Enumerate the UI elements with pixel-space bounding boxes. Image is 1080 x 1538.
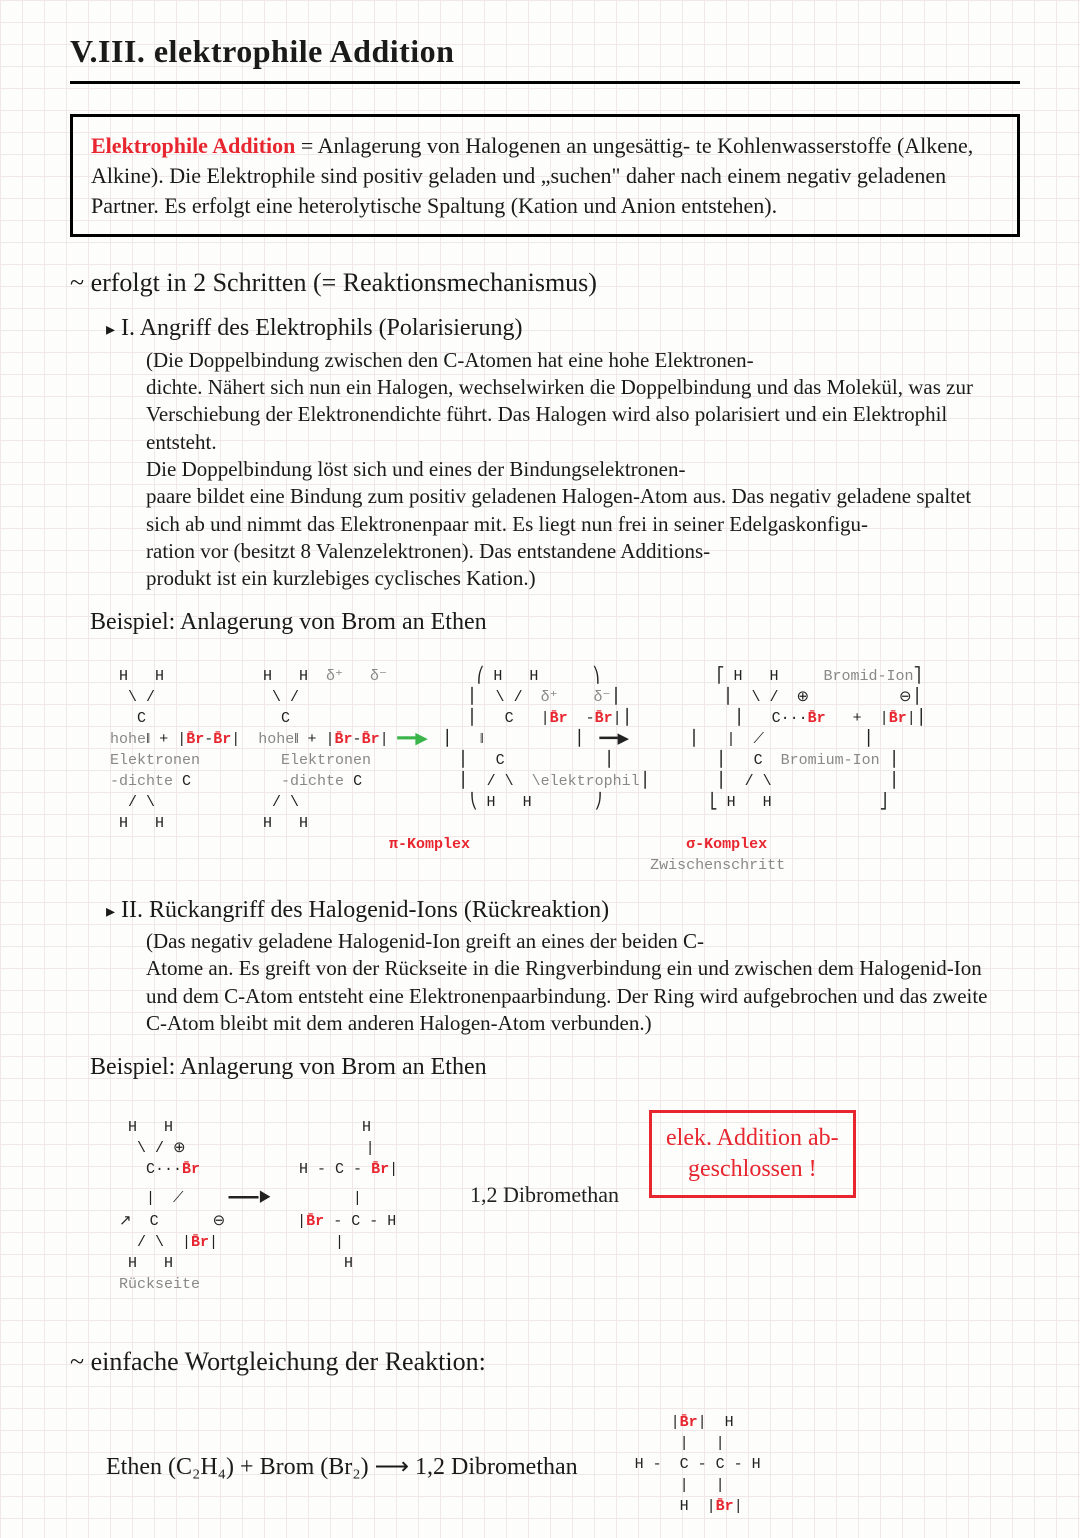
chapter-title: elektrophile Addition bbox=[154, 33, 455, 69]
product-name: 1,2 Dibromethan bbox=[470, 1182, 619, 1207]
definition-term: Elektrophile Addition bbox=[91, 133, 295, 158]
rueckseite-label: Rückseite bbox=[119, 1276, 200, 1293]
finished-box: elek. Addition ab- geschlossen ! bbox=[649, 1110, 856, 1198]
title-underline bbox=[70, 81, 1020, 84]
word-eq-intro: ~ einfache Wortgleichung der Reaktion: bbox=[70, 1344, 1020, 1379]
example1-heading: Beispiel: Anlagerung von Brom an Ethen bbox=[90, 606, 1020, 638]
step1-title: I. Angriff des Elektrophils (Polarisieru… bbox=[121, 315, 522, 341]
page-title: V.III. elektrophile Addition bbox=[70, 30, 1020, 73]
example2-heading: Beispiel: Anlagerung von Brom an Ethen bbox=[90, 1051, 1020, 1083]
step2-heading: ▸II. Rückangriff des Halogenid-Ions (Rüc… bbox=[106, 894, 1020, 926]
bullet-icon: ▸ bbox=[106, 317, 115, 341]
step1-heading: ▸I. Angriff des Elektrophils (Polarisier… bbox=[106, 312, 1020, 344]
definition-box: Elektrophile Addition = Anlagerung von H… bbox=[70, 114, 1020, 237]
product-structure: |B̄r| H | | H - C - C - H | | H |B̄r| bbox=[608, 1391, 761, 1538]
chapter-number: V.III. bbox=[70, 33, 145, 69]
example2-diagram: H H H \ / ⊕ | C···B̄r H - C - B̄r| | ⟋ ━… bbox=[110, 1096, 619, 1316]
step1-text: (Die Doppelbindung zwischen den C-Atomen… bbox=[146, 347, 1010, 593]
bullet-icon: ▸ bbox=[106, 899, 115, 923]
step2-text: (Das negativ geladene Halogenid-Ion grei… bbox=[146, 928, 1010, 1037]
step2-title: II. Rückangriff des Halogenid-Ions (Rück… bbox=[121, 897, 609, 923]
zwischen-label: Zwischenschritt bbox=[650, 857, 785, 874]
word-equation: Ethen (C₂H₄) + Brom (Br₂) ⟶ 1,2 Dibromet… bbox=[106, 1451, 578, 1483]
mechanism-intro: ~ erfolgt in 2 Schritten (= Reaktionsmec… bbox=[70, 265, 1020, 300]
example1-diagram: H H H H δ⁺ δ⁻ ⎛ H H ⎞ ⎡ H H Bromid-Ion⎤ … bbox=[110, 645, 1020, 876]
